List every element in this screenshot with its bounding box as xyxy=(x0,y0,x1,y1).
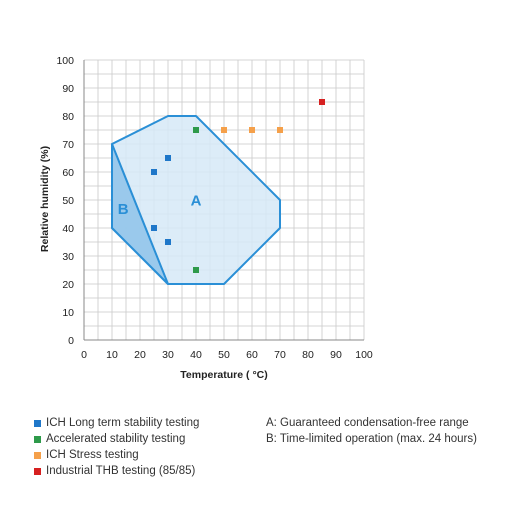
legend-swatch-blue xyxy=(34,419,41,427)
x-tick-label: 90 xyxy=(330,349,342,361)
region-b-label: B xyxy=(118,201,129,218)
regions: AB xyxy=(111,115,281,285)
data-point-series-0 xyxy=(151,225,157,231)
x-tick-label: 60 xyxy=(246,349,258,361)
legend-swatch-green xyxy=(34,435,41,443)
y-tick-label: 100 xyxy=(56,55,74,67)
y-tick-label: 50 xyxy=(62,195,74,207)
data-point-series-0 xyxy=(165,155,171,161)
legend-label: A: Guaranteed condensation-free range xyxy=(266,417,469,429)
legend-item-ich-stress: ICH Stress testing xyxy=(34,447,199,463)
legend-label: Industrial THB testing (85/85) xyxy=(46,465,196,477)
data-point-series-0 xyxy=(151,169,157,175)
axes: 0 10 20 30 40 50 60 70 80 90 100 0 10 20 30 40 50 60 70 80 9… xyxy=(56,55,372,361)
x-tick-label: 0 xyxy=(81,349,87,361)
region-b-area xyxy=(111,143,169,285)
legend-item-industrial-thb: Industrial THB testing (85/85) xyxy=(34,463,199,479)
x-tick-label: 80 xyxy=(302,349,314,361)
legend-label: ICH Long term stability testing xyxy=(46,417,200,429)
y-tick-label: 90 xyxy=(62,83,74,95)
y-tick-label: 40 xyxy=(62,223,74,235)
data-point-series-2 xyxy=(249,127,255,133)
y-tick-label: 80 xyxy=(62,111,74,123)
data-point-series-2 xyxy=(221,127,227,133)
data-point-series-3 xyxy=(319,99,325,105)
x-tick-label: 30 xyxy=(162,349,174,361)
x-tick-label: 10 xyxy=(106,349,118,361)
y-axis-title: Relative humidity (%) xyxy=(39,146,51,252)
x-tick-label: 100 xyxy=(355,349,373,361)
x-tick-label: 40 xyxy=(190,349,202,361)
data-point-series-1 xyxy=(193,267,199,273)
legend-series: ICH Long term stability testing Accelera… xyxy=(34,415,199,479)
data-point-series-2 xyxy=(277,127,283,133)
y-tick-label: 60 xyxy=(62,167,74,179)
legend-item-ich-long-term: ICH Long term stability testing xyxy=(34,415,199,431)
x-tick-label: 20 xyxy=(134,349,146,361)
legend-item-region-b: B: Time-limited operation (max. 24 hours… xyxy=(266,431,477,447)
y-tick-label: 20 xyxy=(62,279,74,291)
y-tick-label: 70 xyxy=(62,139,74,151)
x-axis-title: Temperature ( °C) xyxy=(180,369,267,381)
legend-item-accelerated: Accelerated stability testing xyxy=(34,431,199,447)
y-tick-label: 0 xyxy=(68,335,74,347)
data-point-series-0 xyxy=(165,239,171,245)
legend-swatch-orange xyxy=(34,451,41,459)
legend-label: ICH Stress testing xyxy=(46,449,139,461)
legend-swatch-red xyxy=(34,467,41,475)
y-tick-label: 30 xyxy=(62,251,74,263)
legend-label: B: Time-limited operation (max. 24 hours… xyxy=(266,433,477,445)
y-tick-label: 10 xyxy=(62,307,74,319)
data-point-series-1 xyxy=(193,127,199,133)
x-tick-label: 50 xyxy=(218,349,230,361)
data-points xyxy=(151,99,325,273)
region-a-label: A xyxy=(191,193,202,210)
legend-item-region-a: A: Guaranteed condensation-free range xyxy=(266,415,477,431)
legend-label: Accelerated stability testing xyxy=(46,433,186,445)
x-tick-label: 70 xyxy=(274,349,286,361)
legend-regions: A: Guaranteed condensation-free range B:… xyxy=(266,415,477,447)
